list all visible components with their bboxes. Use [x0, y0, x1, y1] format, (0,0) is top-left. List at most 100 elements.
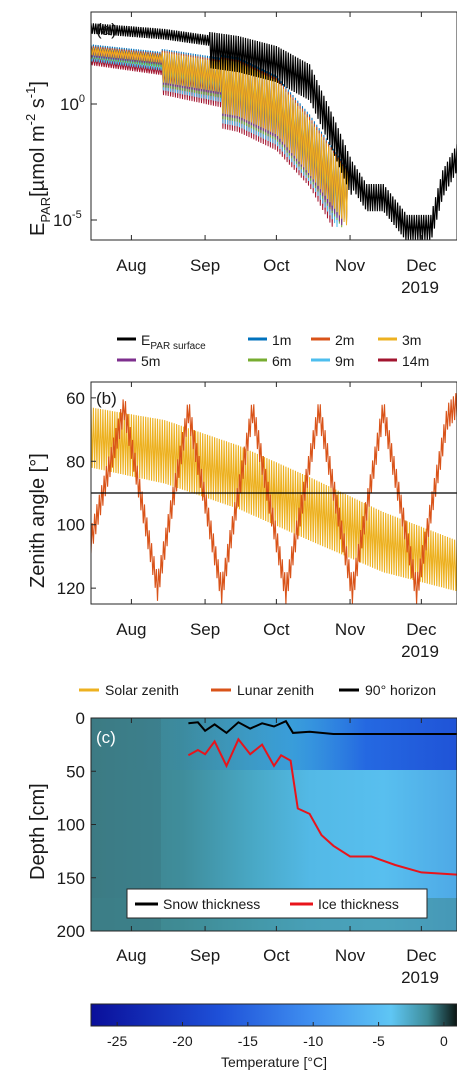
panel-c-ytick-3: 150 — [57, 869, 96, 888]
panel-a-series-epar-surface — [91, 23, 457, 240]
panel-c-xtick-4: Dec — [406, 718, 437, 965]
panel-c-ytick-label-2: 100 — [57, 816, 85, 835]
legend-a-3m-label: 3m — [402, 332, 421, 348]
legend-a-epar-surface-label: EPAR surface — [141, 332, 206, 352]
panel-b-xyear: 2019 — [401, 642, 439, 661]
panel-a-ytick-label-1: 10-5 — [53, 209, 82, 230]
panel-b-ytick-label-2: 100 — [57, 516, 85, 535]
panel-b-ylabel: Zenith angle [°] — [27, 453, 49, 588]
panel-c-ylabel: Depth [cm] — [27, 783, 49, 880]
panel-b-xtick-label-3: Nov — [335, 620, 366, 639]
colorbar-tick-5: 0 — [440, 1022, 448, 1049]
colorbar-label: Temperature [°C] — [221, 1054, 327, 1070]
legend-b-lunar: Lunar zenith — [211, 682, 314, 698]
panel-b-ytick-label-0: 60 — [66, 389, 85, 408]
panel-b-xtick-0: Aug — [116, 382, 147, 639]
panel-b-xtick-3: Nov — [335, 382, 366, 639]
panel-b-legend: Solar zenith Lunar zenith 90° horizon — [79, 682, 436, 698]
legend-a-2m: 2m — [311, 332, 354, 348]
legend-a-14m-label: 14m — [402, 353, 429, 369]
panel-b-frame — [90, 381, 457, 605]
panel-c-ytick-label-0: 0 — [76, 709, 85, 728]
colorbar-tick-label-1: -20 — [172, 1033, 192, 1049]
legend-a-epar-surface: EPAR surface — [117, 332, 206, 352]
panel-b-ytick-label-1: 80 — [66, 452, 85, 471]
colorbar-tick-0: -25 — [107, 1022, 127, 1049]
panel-a-series-2m — [91, 45, 349, 224]
legend-b-solar: Solar zenith — [79, 682, 179, 698]
panel-c-xtick-label-3: Nov — [335, 946, 366, 965]
panel-b-xtick-label-2: Oct — [263, 620, 290, 639]
panel-a-xtick-label-4: Dec — [406, 256, 437, 275]
panel-c-ytick-1: 50 — [66, 762, 96, 781]
panel-a-xtick-1: Sep — [190, 12, 220, 275]
panel-a-xtick-3: Nov — [335, 12, 366, 275]
panel-c-xyear: 2019 — [401, 968, 439, 987]
panel-c-ytick-label-1: 50 — [66, 762, 85, 781]
legend-c-ice: Ice thickness — [290, 896, 399, 912]
panel-b-ytick-0: 60 — [66, 389, 96, 408]
panel-c-xtick-1: Sep — [190, 718, 220, 965]
legend-a-6m-label: 6m — [272, 353, 291, 369]
legend-a-1m: 1m — [248, 332, 291, 348]
colorbar-tick-label-5: 0 — [440, 1033, 448, 1049]
colorbar-tick-label-2: -15 — [238, 1033, 258, 1049]
legend-b-lunar-label: Lunar zenith — [237, 682, 314, 698]
panel-a-ylabel: EPAR[µmol m-2 s-1] — [23, 81, 53, 236]
panel-b-xtick-2: Oct — [263, 382, 290, 639]
legend-c-snow: Snow thickness — [135, 896, 260, 912]
panel-b-xtick-4: Dec — [406, 382, 437, 639]
panel-c-xtick-3: Nov — [335, 718, 366, 965]
legend-b-horizon: 90° horizon — [339, 682, 436, 698]
panel-c-series-snow-thickness — [188, 719, 457, 735]
panel-b-ytick-label-3: 120 — [57, 579, 85, 598]
legend-a-14m: 14m — [378, 353, 429, 369]
legend-c-snow-label: Snow thickness — [163, 896, 260, 912]
colorbar-tick-1: -20 — [172, 1022, 193, 1049]
panel-c-ytick-2: 100 — [57, 816, 96, 835]
panel-a-xtick-label-2: Oct — [263, 256, 290, 275]
panel-c-xtick-label-2: Oct — [263, 946, 290, 965]
panel-a-frame — [90, 11, 457, 241]
panel-c-ytick-4: 200 — [57, 922, 96, 941]
panel-b-xtick-label-1: Sep — [190, 620, 220, 639]
legend-a-9m-label: 9m — [335, 353, 354, 369]
panel-a-ytick-1: 10-5 — [53, 209, 97, 230]
legend-b-horizon-label: 90° horizon — [365, 682, 436, 698]
panel-a-xtick-0: Aug — [116, 12, 147, 275]
panel-a-xtick-2: Oct — [263, 12, 290, 275]
legend-c-ice-label: Ice thickness — [318, 896, 399, 912]
panel-c-ytick-0: 0 — [76, 709, 96, 728]
colorbar-tick-2: -15 — [238, 1022, 258, 1049]
legend-a-6m: 6m — [248, 353, 291, 369]
panel-a-xtick-label-0: Aug — [116, 256, 146, 275]
panel-b-series-lunar-zenith — [91, 393, 457, 604]
legend-a-5m: 5m — [117, 353, 160, 369]
legend-c-box — [126, 888, 428, 919]
panel-c-xtick-0: Aug — [116, 718, 147, 965]
panel-b-label: (b) — [96, 389, 117, 408]
panel-c-series-ice-thickness — [187, 737, 457, 876]
panel-a-xtick-4: Dec — [406, 12, 437, 275]
panel-b-ytick-1: 80 — [66, 452, 96, 471]
panel-c-xtick-2: Oct — [263, 718, 290, 965]
panel-c-ytick-label-3: 150 — [57, 869, 85, 888]
panel-a-xyear: 2019 — [401, 278, 439, 297]
colorbar-tick-label-4: -5 — [372, 1033, 385, 1049]
panel-b-xtick-label-0: Aug — [116, 620, 146, 639]
legend-a-3m: 3m — [378, 332, 421, 348]
panel-a: (a) 100 10-5 EPAR[µmol m-2 s-1] Aug Sep Oc… — [23, 11, 457, 297]
panel-c-legend: Snow thickness Ice thickness — [126, 888, 428, 919]
panel-a-xtick-label-1: Sep — [190, 256, 220, 275]
panel-a-ytick-0: 100 — [60, 93, 97, 114]
panel-a-xtick-label-3: Nov — [335, 256, 366, 275]
panel-a-series-3m — [91, 47, 349, 226]
colorbar-gradient — [90, 1003, 457, 1027]
panel-b-series-solar-zenith — [91, 407, 457, 592]
legend-a-1m-label: 1m — [272, 332, 291, 348]
panel-c-ytick-label-4: 200 — [57, 922, 85, 941]
colorbar: -25 -20 -15 -10 -5 0 Temperature [°C] — [90, 1003, 457, 1070]
legend-a-5m-label: 5m — [141, 353, 160, 369]
colorbar-tick-4: -5 — [372, 1022, 385, 1049]
